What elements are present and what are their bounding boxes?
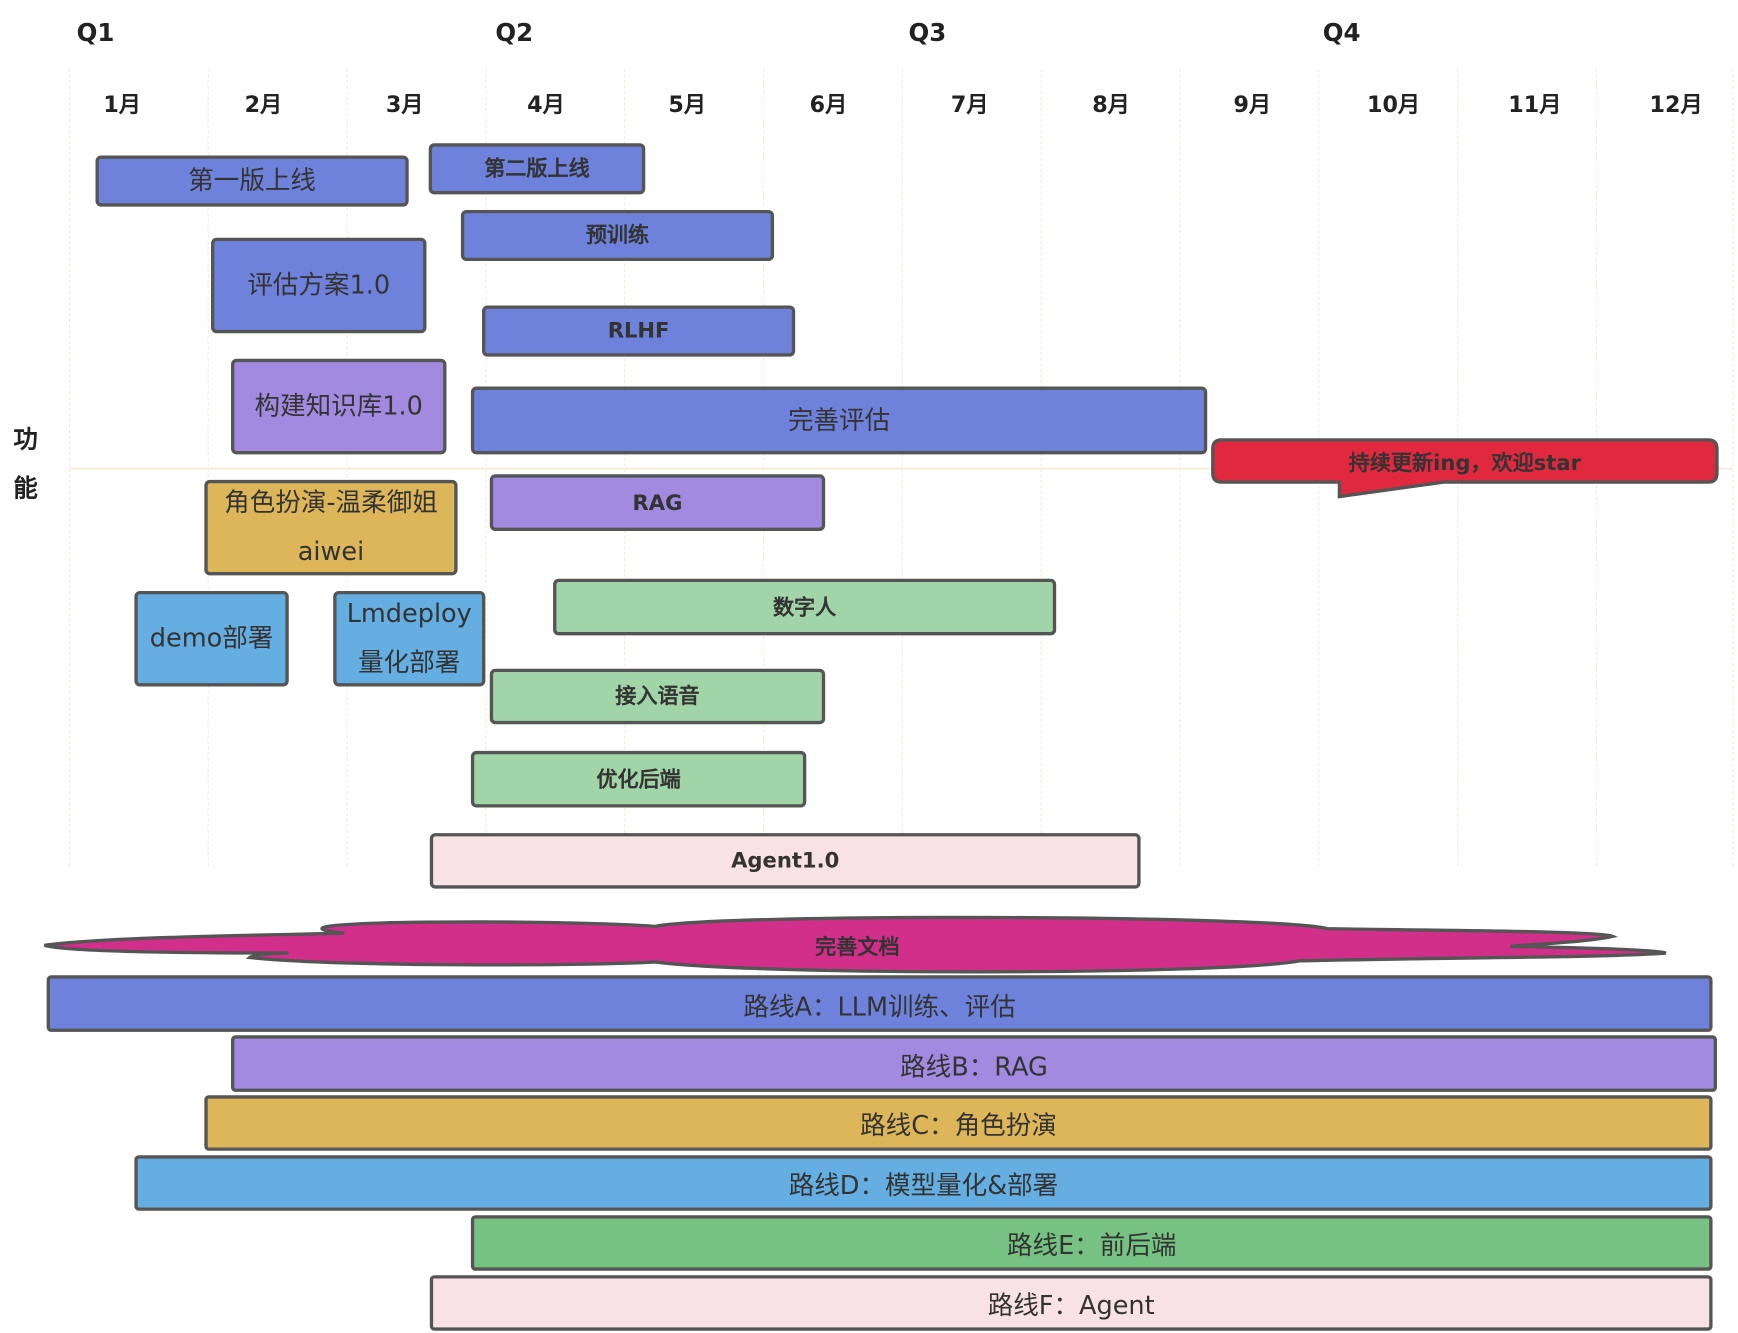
route-bar: 路线E：前后端	[470, 1215, 1713, 1271]
task-bar: 完善评估	[470, 386, 1208, 455]
task-bar: 预训练	[460, 209, 775, 262]
quarter-label: Q1	[76, 19, 115, 48]
docs-text: 完善文档	[815, 934, 899, 959]
task-bar: 第一版上线	[95, 155, 409, 207]
task-bar: 数字人	[553, 578, 1057, 636]
month-label: 2月	[244, 91, 283, 118]
task-bar: RLHF	[482, 305, 796, 357]
quarter-label: Q3	[908, 19, 947, 48]
divider-line	[68, 467, 1733, 470]
task-bar: 角色扮演-温柔御姐 aiwei	[204, 479, 458, 576]
month-label: 8月	[1092, 91, 1130, 118]
task-bar: Lmdeploy 量化部署	[333, 590, 486, 687]
task-bar: 构建知识库1.0	[231, 358, 447, 455]
month-gridline	[1732, 68, 1734, 867]
month-label: 6月	[809, 91, 848, 118]
month-label: 3月	[385, 91, 424, 118]
month-label: 11月	[1508, 91, 1562, 118]
y-label-2: 能	[13, 475, 38, 504]
route-bar: 路线F：Agent	[429, 1275, 1713, 1331]
y-label-1: 功	[13, 426, 38, 455]
route-bar: 路线C：角色扮演	[204, 1095, 1713, 1151]
month-label: 12月	[1649, 91, 1703, 118]
docs-cloud	[43, 915, 1667, 974]
month-label: 10月	[1367, 91, 1421, 118]
task-bar: 评估方案1.0	[211, 237, 427, 334]
route-bar: 路线D：模型量化&部署	[134, 1155, 1713, 1211]
month-label: 7月	[950, 91, 989, 118]
month-label: 5月	[668, 91, 707, 118]
task-bar: demo部署	[134, 590, 289, 687]
task-bar: 第二版上线	[428, 143, 646, 195]
callout-text: 持续更新ing，欢迎star	[1349, 450, 1582, 475]
route-bar: 路线A：LLM训练、评估	[46, 975, 1713, 1032]
month-label: 9月	[1233, 91, 1272, 118]
callout-bubble	[1211, 438, 1719, 499]
quarter-label: Q2	[495, 19, 534, 48]
month-label: 4月	[527, 91, 565, 118]
month-label: 1月	[103, 91, 141, 118]
task-bar: Agent1.0	[429, 833, 1141, 889]
task-bar: RAG	[489, 474, 826, 531]
quarter-label: Q4	[1322, 19, 1361, 48]
task-bar: 接入语音	[489, 668, 826, 725]
task-bar: 优化后端	[470, 750, 807, 808]
route-bar: 路线B：RAG	[231, 1035, 1717, 1092]
